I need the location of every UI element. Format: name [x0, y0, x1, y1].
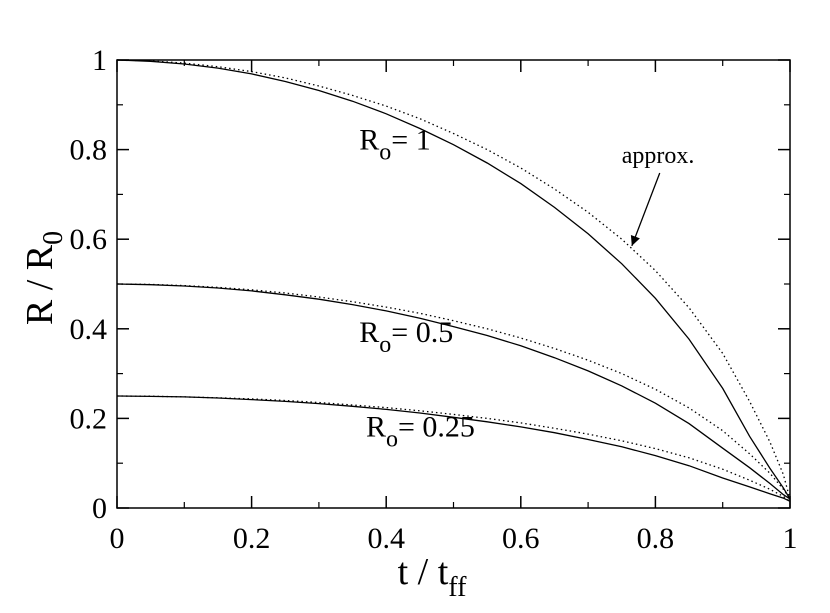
series-line-dotted: [116, 283, 791, 500]
series-line-solid: [116, 59, 791, 500]
x-axis-label-sub: ff: [448, 572, 467, 603]
annotations: Ro= 1 Ro= 0.5 Ro= 0.25 approx.: [359, 124, 694, 453]
approx-label: approx.: [622, 143, 695, 169]
x-tick-label: 0.8: [637, 522, 675, 555]
y-tick-label: 0: [92, 492, 107, 525]
series-line-dotted: [116, 395, 791, 502]
y-tick-label: 1: [92, 44, 107, 77]
series-line-solid: [116, 395, 791, 502]
series-line-solid: [116, 283, 791, 500]
curve-label: Ro= 0.25: [366, 410, 475, 452]
x-tick-label: 0.6: [502, 522, 540, 555]
y-tick-label: 0.8: [70, 134, 108, 167]
y-axis-label-main: R / R: [19, 244, 61, 325]
curve-label: Ro= 1: [359, 124, 430, 166]
curve-label: Ro= 0.5: [359, 316, 453, 358]
y-axis-label: R / R0: [19, 231, 69, 325]
x-axis-label: t / tff: [398, 551, 468, 603]
approx-arrow-line: [631, 172, 661, 247]
ticks: 0 0.2 0.4 0.6 0.8 1 0 0.2 0.4 0.6 0.8 1: [70, 44, 798, 555]
x-tick-label: 0.2: [233, 522, 271, 555]
y-tick-label: 0.4: [70, 313, 108, 346]
x-axis-label-main: t / t: [398, 551, 449, 593]
series: [116, 59, 791, 502]
approx-arrow-head: [630, 235, 640, 246]
y-tick-label: 0.2: [70, 402, 108, 435]
x-tick-label: 0: [110, 522, 125, 555]
x-tick-label: 0.4: [367, 522, 405, 555]
x-tick-label: 1: [783, 522, 798, 555]
y-axis-label-sub: 0: [38, 231, 69, 245]
y-tick-label: 0.6: [70, 223, 108, 256]
